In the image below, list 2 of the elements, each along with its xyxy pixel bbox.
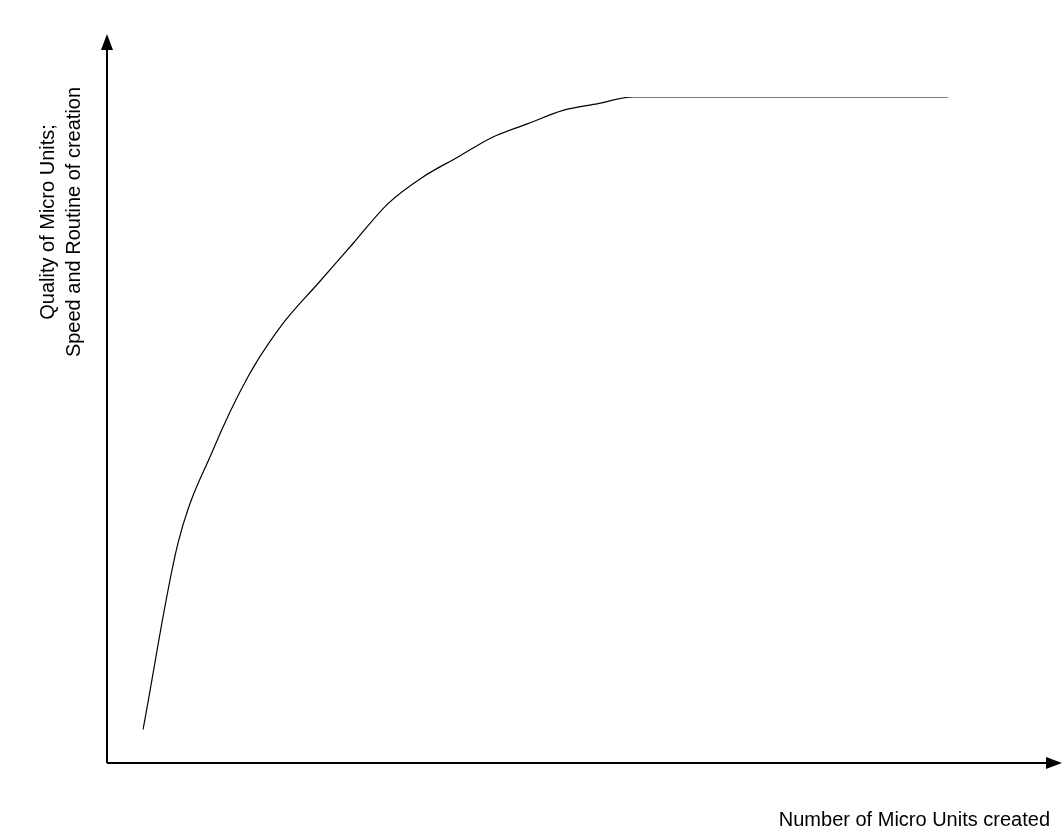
y-axis-title: Quality of Micro Units; Speed and Routine of creation bbox=[35, 86, 84, 358]
x-axis-title: Number of Micro Units created bbox=[778, 807, 1050, 830]
